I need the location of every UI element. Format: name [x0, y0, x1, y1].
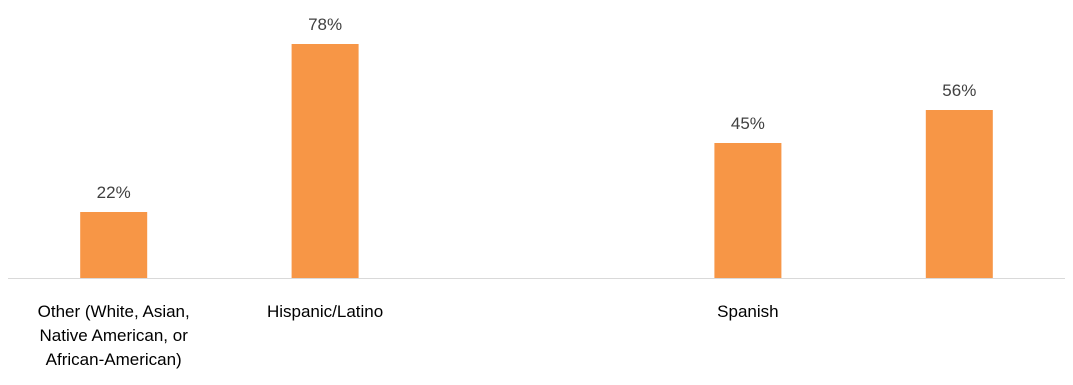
value-label: 45%: [731, 114, 765, 133]
category-label: Spanish: [717, 302, 778, 321]
bar: [714, 143, 782, 278]
value-label: 78%: [308, 15, 342, 34]
bars-group: [80, 44, 993, 278]
bar: [925, 110, 993, 278]
bar: [291, 44, 359, 278]
category-label: Native American, or: [40, 326, 189, 345]
category-label: Hispanic/Latino: [267, 302, 383, 321]
value-labels-group: 22% 78% 45% 56%: [97, 15, 977, 202]
category-labels-group: Other (White, Asian, Native American, or A…: [38, 302, 779, 369]
bar: [80, 212, 148, 278]
value-label: 22%: [97, 183, 131, 202]
value-label: 56%: [942, 81, 976, 100]
category-label: Other (White, Asian,: [38, 302, 190, 321]
category-label: African-American): [46, 350, 182, 369]
